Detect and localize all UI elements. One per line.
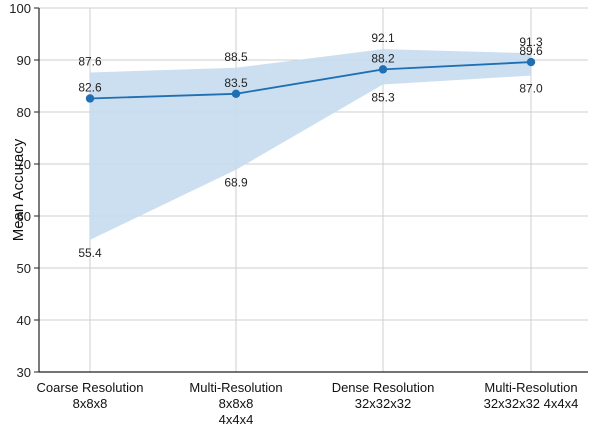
y-tick-label: 100 — [9, 1, 31, 16]
x-tick-label: Multi-Resolution 8x8x8 4x4x4 — [189, 380, 282, 427]
upper-bound-label: 92.1 — [371, 31, 395, 45]
x-tick-label: Coarse Resolution 8x8x8 — [37, 380, 144, 411]
lower-bound-label: 55.4 — [78, 246, 102, 260]
y-tick-label: 30 — [17, 365, 31, 380]
mean-value-label: 82.6 — [78, 80, 102, 94]
y-tick-label: 70 — [17, 157, 31, 172]
lower-bound-label: 87.0 — [519, 82, 543, 96]
x-tick-label: Dense Resolution 32x32x32 — [332, 380, 435, 411]
upper-bound-label: 87.6 — [78, 54, 102, 68]
y-tick-label: 80 — [17, 105, 31, 120]
mean-value-label: 88.2 — [371, 51, 395, 65]
x-tick-label: Multi-Resolution 32x32x32 4x4x4 — [484, 380, 579, 411]
data-point — [231, 89, 241, 99]
axis-layer: 30 40 50 60 70 80 90 100 Coarse Resolution 8x8x8 M… — [9, 1, 588, 427]
mean-value-label: 83.5 — [224, 76, 248, 90]
y-tick-label: 60 — [17, 209, 31, 224]
confidence-band — [90, 49, 531, 240]
series-line-layer — [85, 57, 536, 103]
y-axis-title: Mean Accuracy — [10, 138, 27, 241]
data-point — [526, 57, 536, 67]
lower-bound-label: 68.9 — [224, 176, 248, 190]
data-point — [85, 94, 95, 103]
lower-bound-label: 85.3 — [371, 90, 395, 104]
upper-bound-label: 88.5 — [224, 50, 248, 64]
upper-bound-label: 91.3 — [519, 35, 543, 49]
data-point — [378, 65, 388, 74]
y-tick-label: 40 — [17, 313, 31, 328]
confidence-band-layer — [90, 49, 531, 240]
y-tick-label: 50 — [17, 261, 31, 276]
mean-value-label: 89.6 — [519, 44, 543, 58]
y-tick-label: 90 — [17, 53, 31, 68]
data-label-layer: 82.6 83.5 88.2 89.6 87.6 88.5 92.1 91.3 55.4 68.9… — [78, 31, 543, 260]
series-line — [89, 61, 532, 100]
